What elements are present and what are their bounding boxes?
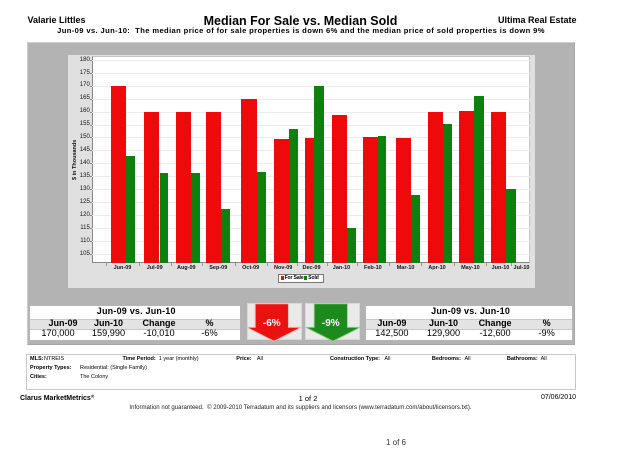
svg-text:-9%: -9% bbox=[322, 318, 340, 329]
svg-text:-6%: -6% bbox=[263, 318, 281, 329]
